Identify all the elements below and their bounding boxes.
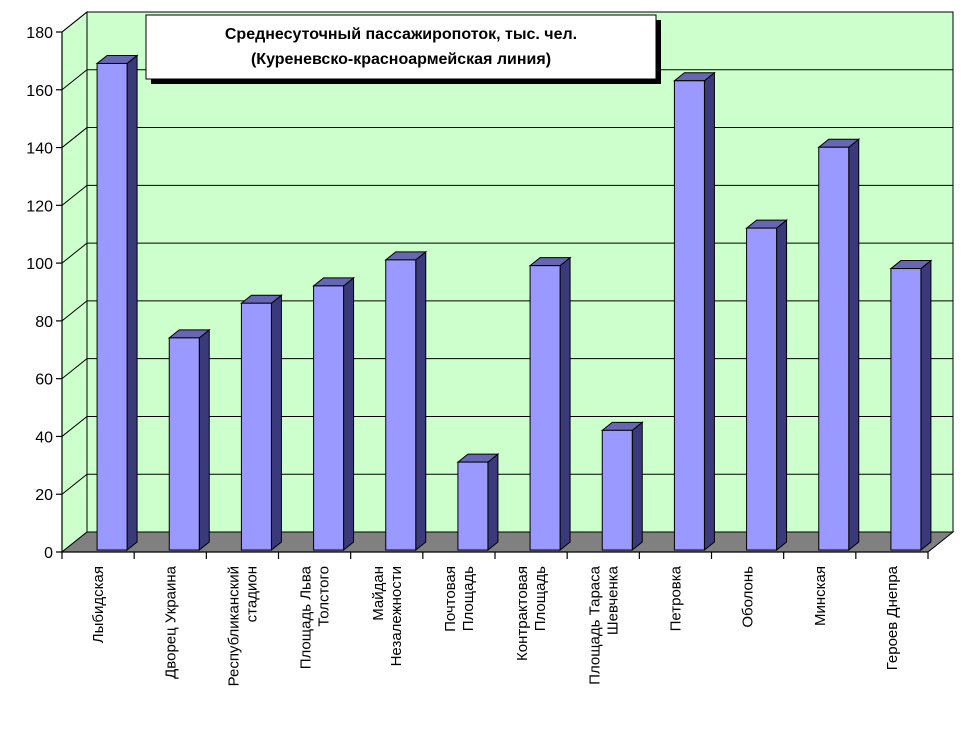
x-tick-label: Оболонь xyxy=(740,566,757,628)
x-tick-label: Шевченка xyxy=(604,565,621,635)
bar-side xyxy=(920,259,932,552)
bar-11 xyxy=(817,138,861,552)
bar-side xyxy=(126,54,138,552)
x-tick-label: Республиканский xyxy=(225,566,242,686)
x-tick-label: Площадь xyxy=(460,566,477,631)
bar-front xyxy=(168,337,200,551)
bar-side xyxy=(559,256,571,552)
y-tick-label: 40 xyxy=(35,429,53,446)
bar-side xyxy=(487,453,499,552)
bar-12 xyxy=(889,259,933,552)
bar-front xyxy=(746,227,778,551)
bar-front xyxy=(457,461,489,551)
x-tick-label: стадион xyxy=(243,566,260,622)
gridline xyxy=(61,11,953,33)
side-wall xyxy=(61,10,88,554)
y-tick-label: 100 xyxy=(26,256,53,273)
gridline xyxy=(61,69,953,91)
bar-9 xyxy=(672,71,716,552)
x-tick-label: Незалежности xyxy=(388,566,405,666)
x-tick-label: Толстого xyxy=(316,566,333,627)
bar-6 xyxy=(456,453,500,552)
bar-side xyxy=(270,294,282,552)
bar-front xyxy=(890,268,922,551)
bar-7 xyxy=(528,256,572,552)
bar-side xyxy=(631,421,643,552)
gridline xyxy=(61,300,953,322)
x-tick-labels: Лыбидская Дворец Украина Республиканский ст… xyxy=(90,565,901,686)
x-tick-label: Контрактовая xyxy=(514,566,531,661)
bar-side xyxy=(198,328,210,552)
gridline xyxy=(61,127,953,148)
bar-side xyxy=(703,71,715,552)
x-tick-label: Дворец Украина xyxy=(162,565,179,679)
bar-front xyxy=(313,285,345,551)
bar-3 xyxy=(239,294,283,552)
chart-title-line: (Куреневско-красноармейская линия) xyxy=(251,51,551,68)
y-tick-label: 80 xyxy=(35,314,53,331)
y-tick-label: 140 xyxy=(26,141,53,158)
gridline xyxy=(61,358,953,380)
y-tick-label: 60 xyxy=(35,372,53,389)
bar-10 xyxy=(745,219,789,552)
chart-title-box: Среднесуточный пассажиропоток, тыс. чел.… xyxy=(145,14,661,84)
bar-1 xyxy=(95,54,139,552)
chart-title-line: Среднесуточный пассажиропоток, тыс. чел. xyxy=(225,26,577,43)
bar-front xyxy=(240,302,272,551)
y-tick-label: 0 xyxy=(44,545,53,562)
bar-front xyxy=(529,265,561,551)
gridlines xyxy=(61,11,953,495)
bar-side xyxy=(848,138,860,552)
bar-2 xyxy=(167,328,211,552)
y-tick-labels: 0 20 40 60 80 100 120 140 160 180 xyxy=(26,25,53,562)
y-tick-label: 20 xyxy=(35,487,53,504)
x-tick-label: Площадь xyxy=(532,566,549,631)
x-tick-label: Площадь Льва xyxy=(298,565,315,669)
title-box xyxy=(145,14,657,80)
bar-side xyxy=(415,250,427,552)
gridline xyxy=(61,184,953,206)
bar-5 xyxy=(384,250,428,552)
x-tick-label: Лыбидская xyxy=(90,566,107,643)
gridline xyxy=(61,242,953,264)
bar-side xyxy=(776,219,788,552)
plot-wall xyxy=(61,10,954,554)
axes xyxy=(56,31,929,559)
bar-front xyxy=(96,62,128,551)
bar-front xyxy=(673,80,705,551)
x-tick-label: Майдан xyxy=(370,566,387,621)
bars xyxy=(95,54,933,552)
x-tick-label: Петровка xyxy=(667,565,684,631)
x-tick-label: Площадь Тараса xyxy=(586,565,603,684)
back-wall xyxy=(86,11,954,533)
bar-front xyxy=(385,259,417,551)
bar-4 xyxy=(312,276,356,552)
bar-front xyxy=(818,146,850,551)
x-tick-label: Минская xyxy=(812,566,829,626)
bar-side xyxy=(343,276,355,552)
bar-front xyxy=(601,429,633,551)
gridline xyxy=(61,415,953,437)
bar-8 xyxy=(600,421,644,552)
x-tick-label: Почтовая xyxy=(442,566,459,632)
y-tick-label: 120 xyxy=(26,198,53,215)
x-tick-label: Героев Днепра xyxy=(884,565,901,670)
y-tick-label: 180 xyxy=(26,25,53,42)
y-tick-label: 160 xyxy=(26,83,53,100)
gridline xyxy=(61,473,953,495)
